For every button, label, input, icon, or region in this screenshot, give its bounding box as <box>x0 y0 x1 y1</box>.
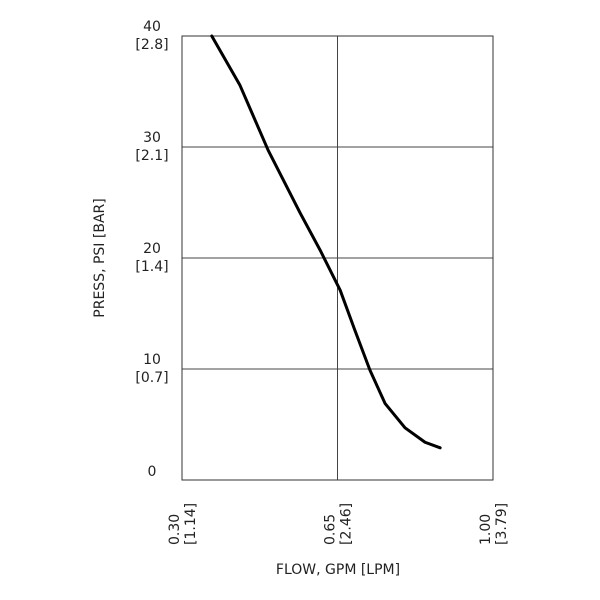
y-tick-label: 0 <box>148 464 157 480</box>
y-axis-title: PRESS, PSI [BAR] <box>92 198 108 317</box>
x-axis-title: FLOW, GPM [LPM] <box>276 562 400 578</box>
y-tick-label: 20 [1.4] <box>135 241 168 275</box>
y-tick-label: 30 [2.1] <box>135 130 168 164</box>
plot-frame <box>181 35 494 481</box>
y-tick-label: 10 [0.7] <box>135 352 168 386</box>
y-tick-label: 40 [2.8] <box>135 19 168 53</box>
curve <box>210 34 442 450</box>
x-tick-label: 0.65[2.46] <box>323 503 355 545</box>
x-tick-label: 1.00[3.79] <box>478 503 510 545</box>
x-tick-label: 0.30[1.14] <box>167 503 199 545</box>
